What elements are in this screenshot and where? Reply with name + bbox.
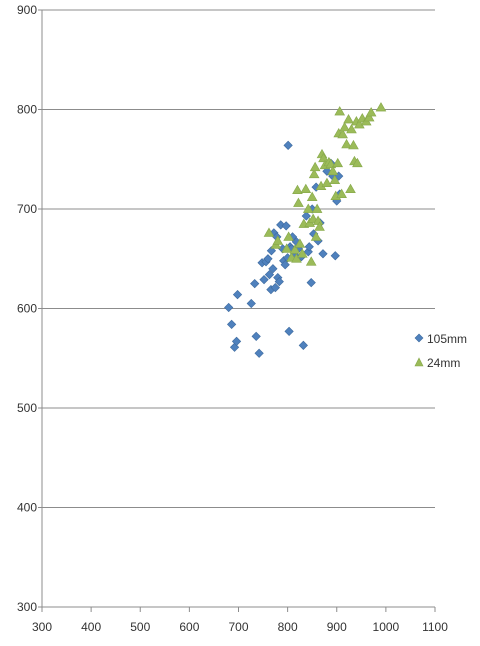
point-105mm	[270, 282, 280, 293]
point-24mm	[334, 106, 346, 116]
y-tick-labels: 300 400 500 600 700 800 900	[17, 3, 37, 614]
point-105mm	[246, 298, 256, 309]
point-105mm	[274, 277, 284, 287]
point-24mm	[332, 157, 344, 168]
point-24mm	[310, 231, 322, 241]
point-24mm	[272, 235, 284, 245]
x-tick-label: 600	[179, 620, 199, 634]
x-tick-label: 1100	[422, 620, 448, 634]
point-24mm	[314, 221, 325, 231]
legend-marker-105mm	[414, 333, 424, 343]
point-24mm	[292, 184, 303, 194]
point-24mm	[375, 102, 387, 112]
point-24mm	[354, 119, 365, 129]
point-24mm	[294, 238, 306, 248]
point-24mm	[346, 123, 357, 134]
point-105mm	[306, 278, 316, 288]
y-tick-label: 600	[17, 302, 37, 316]
point-24mm	[289, 244, 301, 254]
x-tick-label: 300	[32, 620, 52, 634]
point-24mm	[309, 161, 321, 172]
point-24mm	[327, 165, 339, 176]
legend-entry-24mm: 24mm	[414, 356, 460, 370]
point-24mm	[263, 227, 275, 237]
point-24mm	[343, 114, 354, 124]
x-tick-labels: 300 400 500 600 700 800 900 1000 1100	[32, 620, 448, 634]
data-points	[224, 102, 387, 358]
x-tick-label: 400	[81, 620, 101, 634]
point-24mm	[293, 197, 304, 207]
axes	[38, 9, 436, 612]
point-105mm	[268, 264, 278, 274]
point-24mm	[311, 203, 323, 213]
x-tick-label: 500	[130, 620, 150, 634]
point-105mm	[263, 254, 273, 264]
point-24mm	[339, 122, 350, 132]
point-24mm	[305, 256, 317, 266]
point-24mm	[306, 191, 318, 201]
point-105mm	[283, 140, 293, 150]
point-105mm	[280, 260, 290, 270]
legend-marker-24mm	[414, 357, 424, 367]
point-24mm	[365, 107, 377, 117]
point-105mm	[298, 340, 308, 350]
point-105mm	[224, 302, 234, 313]
legend-entry-105mm: 105mm	[414, 332, 467, 346]
point-105mm	[251, 331, 261, 341]
point-105mm	[304, 242, 314, 252]
legend: 105mm 24mm	[414, 332, 467, 370]
point-105mm	[330, 251, 340, 261]
point-105mm	[259, 275, 269, 285]
point-24mm	[336, 188, 347, 198]
y-tick-label: 400	[17, 501, 37, 515]
point-105mm	[250, 279, 260, 289]
point-24mm	[281, 243, 292, 253]
point-105mm	[264, 270, 275, 280]
x-tick-label: 700	[228, 620, 248, 634]
point-24mm	[337, 128, 348, 139]
y-tick-label: 700	[17, 202, 37, 216]
legend-label-105mm: 105mm	[427, 332, 467, 346]
y-tick-label: 900	[17, 3, 37, 17]
point-105mm	[231, 336, 242, 346]
y-tick-label: 800	[17, 103, 37, 117]
point-24mm	[341, 138, 352, 149]
point-105mm	[232, 289, 243, 300]
point-24mm	[352, 157, 363, 168]
point-105mm	[281, 221, 291, 231]
gridlines	[42, 9, 435, 508]
point-105mm	[318, 249, 328, 259]
point-24mm	[321, 177, 333, 188]
x-tick-label: 900	[327, 620, 347, 634]
point-24mm	[345, 183, 356, 193]
y-tick-label: 300	[17, 600, 37, 614]
point-24mm	[308, 168, 320, 179]
point-105mm	[284, 326, 294, 337]
x-tick-label: 800	[278, 620, 298, 634]
legend-label-24mm: 24mm	[427, 356, 460, 370]
point-24mm	[318, 152, 329, 163]
x-tick-label: 1000	[373, 620, 400, 634]
point-24mm	[348, 139, 359, 150]
point-24mm	[363, 112, 375, 122]
point-105mm	[226, 319, 237, 330]
point-24mm	[302, 203, 314, 213]
point-105mm	[254, 348, 264, 358]
point-24mm	[297, 248, 308, 258]
point-24mm	[291, 253, 302, 263]
point-105mm	[301, 211, 311, 221]
point-24mm	[283, 231, 294, 241]
point-24mm	[329, 174, 341, 185]
y-tick-label: 500	[17, 401, 37, 415]
point-24mm	[300, 183, 312, 193]
